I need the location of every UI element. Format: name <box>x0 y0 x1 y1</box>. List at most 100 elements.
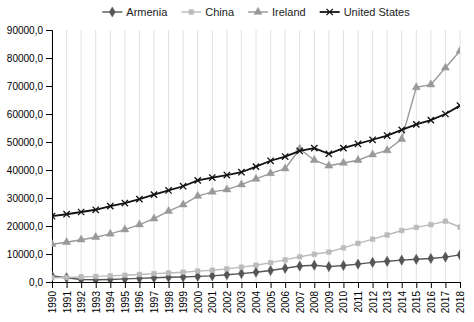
marker <box>107 274 113 282</box>
marker <box>310 156 318 163</box>
marker <box>106 229 114 236</box>
grid-line <box>81 30 82 282</box>
line <box>52 106 460 217</box>
x-tick: 2004 <box>251 282 262 313</box>
marker <box>429 222 434 227</box>
grid <box>52 30 460 282</box>
marker <box>339 158 347 165</box>
tick-mark <box>169 282 170 288</box>
marker <box>325 161 333 168</box>
x-tick: 1991 <box>62 282 73 313</box>
marker <box>340 145 346 151</box>
marker <box>281 164 289 171</box>
grid-line <box>401 30 402 282</box>
tick-label: 2010 <box>338 291 349 314</box>
tick-mark <box>46 170 52 171</box>
tick-mark <box>387 282 388 288</box>
marker <box>399 228 404 233</box>
marker <box>122 274 128 282</box>
marker <box>78 209 84 215</box>
marker <box>267 158 273 164</box>
tick-label: 20000,0 <box>7 221 44 232</box>
legend-label: China <box>205 6 235 18</box>
marker <box>252 174 260 181</box>
y-tick: 60000,0 <box>7 109 52 120</box>
marker <box>165 207 173 214</box>
legend-item: Armenia <box>102 6 168 18</box>
marker <box>413 254 419 264</box>
x-tick: 2015 <box>411 282 422 313</box>
grid-line <box>328 30 329 282</box>
x-tick: 2001 <box>207 282 218 313</box>
marker <box>354 156 362 163</box>
tick-label: 2013 <box>382 291 393 314</box>
marker <box>268 260 273 265</box>
tick-mark <box>373 282 374 288</box>
marker <box>340 260 346 270</box>
y-tick: 70000,0 <box>7 81 52 92</box>
tick-mark <box>46 198 52 199</box>
x-tick: 2003 <box>236 282 247 313</box>
x-tick: 2009 <box>324 282 335 313</box>
tick-mark <box>314 282 315 288</box>
marker <box>63 211 69 217</box>
marker <box>254 263 259 268</box>
tick-label: 1991 <box>62 291 73 314</box>
marker <box>92 233 100 240</box>
tick-label: 2002 <box>222 291 233 314</box>
marker <box>457 102 460 108</box>
marker <box>384 256 390 266</box>
tick-label: 10000,0 <box>7 249 44 260</box>
tick-label: 2009 <box>324 291 335 314</box>
marker <box>180 183 186 189</box>
grid-line <box>416 30 417 282</box>
legend-label: Armenia <box>126 6 168 18</box>
plot: 1990199119921993199419951996199719981999… <box>7 25 466 314</box>
y-tick: 30000,0 <box>7 193 52 204</box>
y-tick: 20000,0 <box>7 221 52 232</box>
tick-label: 70000,0 <box>7 81 44 92</box>
marker <box>443 219 448 224</box>
marker <box>282 263 288 273</box>
x-tick: 2017 <box>440 282 451 313</box>
tick-mark <box>46 282 52 283</box>
tick-label: 1997 <box>149 291 160 314</box>
x-axis: 1990199119921993199419951996199719981999… <box>47 282 466 313</box>
tick-label: 2012 <box>368 291 379 314</box>
grid-line <box>387 30 388 282</box>
grid-line <box>139 30 140 282</box>
marker <box>208 187 216 194</box>
marker <box>370 257 376 267</box>
x-tick: 2014 <box>397 282 408 313</box>
tick-mark <box>183 282 184 288</box>
tick-mark <box>300 282 301 288</box>
tick-label: 2005 <box>266 291 277 314</box>
grid-line <box>226 30 227 282</box>
tick-label: 1994 <box>105 291 116 314</box>
grid-line <box>110 30 111 282</box>
marker <box>427 80 435 87</box>
marker <box>209 174 215 180</box>
marker <box>441 63 449 70</box>
tick-label: 1998 <box>164 291 175 314</box>
tick-label: 1990 <box>47 291 58 314</box>
x-tick: 2016 <box>426 282 437 313</box>
marker <box>181 270 186 275</box>
marker <box>93 275 99 282</box>
marker <box>121 225 129 232</box>
marker <box>195 269 200 274</box>
grid-line <box>95 30 96 282</box>
x-tick: 2011 <box>353 282 364 313</box>
tick-mark <box>402 282 403 288</box>
marker <box>428 253 434 263</box>
grid-line <box>460 30 461 282</box>
marker <box>341 245 346 250</box>
tick-label: 2008 <box>309 291 320 314</box>
tick-label: 0,0 <box>29 277 43 288</box>
tick-label: 2006 <box>280 291 291 314</box>
legend: ArmeniaChinaIrelandUnited States <box>102 6 410 18</box>
tick-label: 2014 <box>397 291 408 314</box>
line <box>52 51 460 244</box>
legend-label: Ireland <box>272 6 306 18</box>
y-tick: 0,0 <box>29 277 52 288</box>
